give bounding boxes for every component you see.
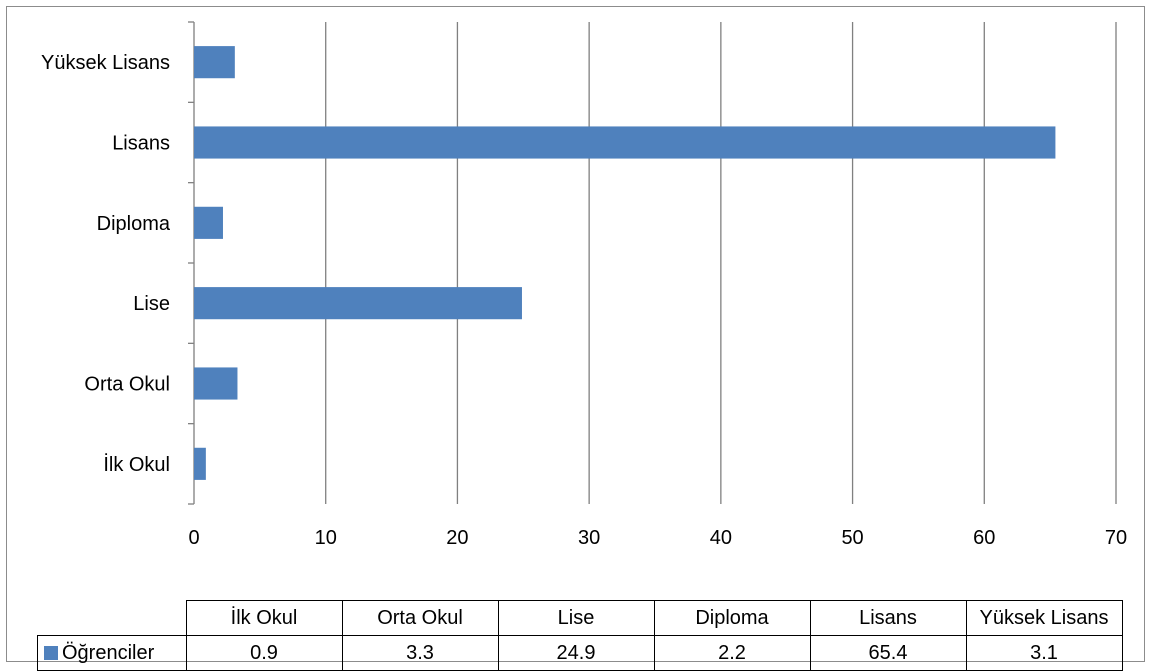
bar-chart: İlk Okul Orta Okul Lise Diploma Lisans Yüksek… xyxy=(41,21,1127,549)
data-table-header: Lise xyxy=(497,600,655,636)
data-table-header: Orta Okul xyxy=(341,600,499,636)
legend-key-swatch xyxy=(44,646,58,660)
data-table-value: 2.2 xyxy=(653,635,811,671)
data-table-header: Yüksek Lisans xyxy=(965,600,1123,636)
y-category-label: İlk Okul xyxy=(103,453,170,476)
y-category-label: Yüksek Lisans xyxy=(41,52,170,74)
data-table-header: Lisans xyxy=(809,600,967,636)
data-table-value: 3.3 xyxy=(341,635,499,671)
data-table-value: 0.9 xyxy=(185,635,343,671)
x-tick-labels: 0 10 20 30 40 50 60 70 xyxy=(188,527,1127,549)
x-tick-label: 30 xyxy=(578,527,600,549)
legend-label: Öğrenciler xyxy=(62,642,155,664)
y-category-label: Diploma xyxy=(97,213,171,235)
data-table-value: 65.4 xyxy=(809,635,967,671)
x-tick-label: 50 xyxy=(841,527,863,549)
gridlines xyxy=(188,21,1117,505)
x-tick-label: 60 xyxy=(973,527,995,549)
x-tick-label: 20 xyxy=(446,527,468,549)
data-table-value: 24.9 xyxy=(497,635,655,671)
data-table: İlk Okul Orta Okul Lise Diploma Lisans Y… xyxy=(37,600,1123,671)
bars xyxy=(194,46,1056,480)
data-table-header: Diploma xyxy=(653,600,811,636)
bar xyxy=(194,447,206,480)
legend-entry: Öğrenciler xyxy=(37,635,187,671)
y-category-label: Lise xyxy=(133,293,170,315)
x-tick-label: 0 xyxy=(188,527,199,549)
bar xyxy=(194,287,522,320)
data-table-header: İlk Okul xyxy=(185,600,343,636)
data-table-value: 3.1 xyxy=(965,635,1123,671)
data-table-corner xyxy=(38,601,187,636)
x-tick-label: 40 xyxy=(710,527,732,549)
bar xyxy=(194,46,235,79)
category-labels: İlk Okul Orta Okul Lise Diploma Lisans Yüksek… xyxy=(41,52,171,476)
bar xyxy=(194,367,238,400)
y-category-label: Orta Okul xyxy=(84,374,170,396)
data-table-header-row: İlk Okul Orta Okul Lise Diploma Lisans Y… xyxy=(38,600,1123,636)
y-category-label: Lisans xyxy=(112,133,170,155)
x-tick-label: 10 xyxy=(315,527,337,549)
bar xyxy=(194,206,223,239)
bar xyxy=(194,126,1056,159)
data-table-value-row: Öğrenciler 0.9 3.3 24.9 2.2 65.4 3.1 xyxy=(37,635,1123,671)
x-tick-label: 70 xyxy=(1105,527,1127,549)
